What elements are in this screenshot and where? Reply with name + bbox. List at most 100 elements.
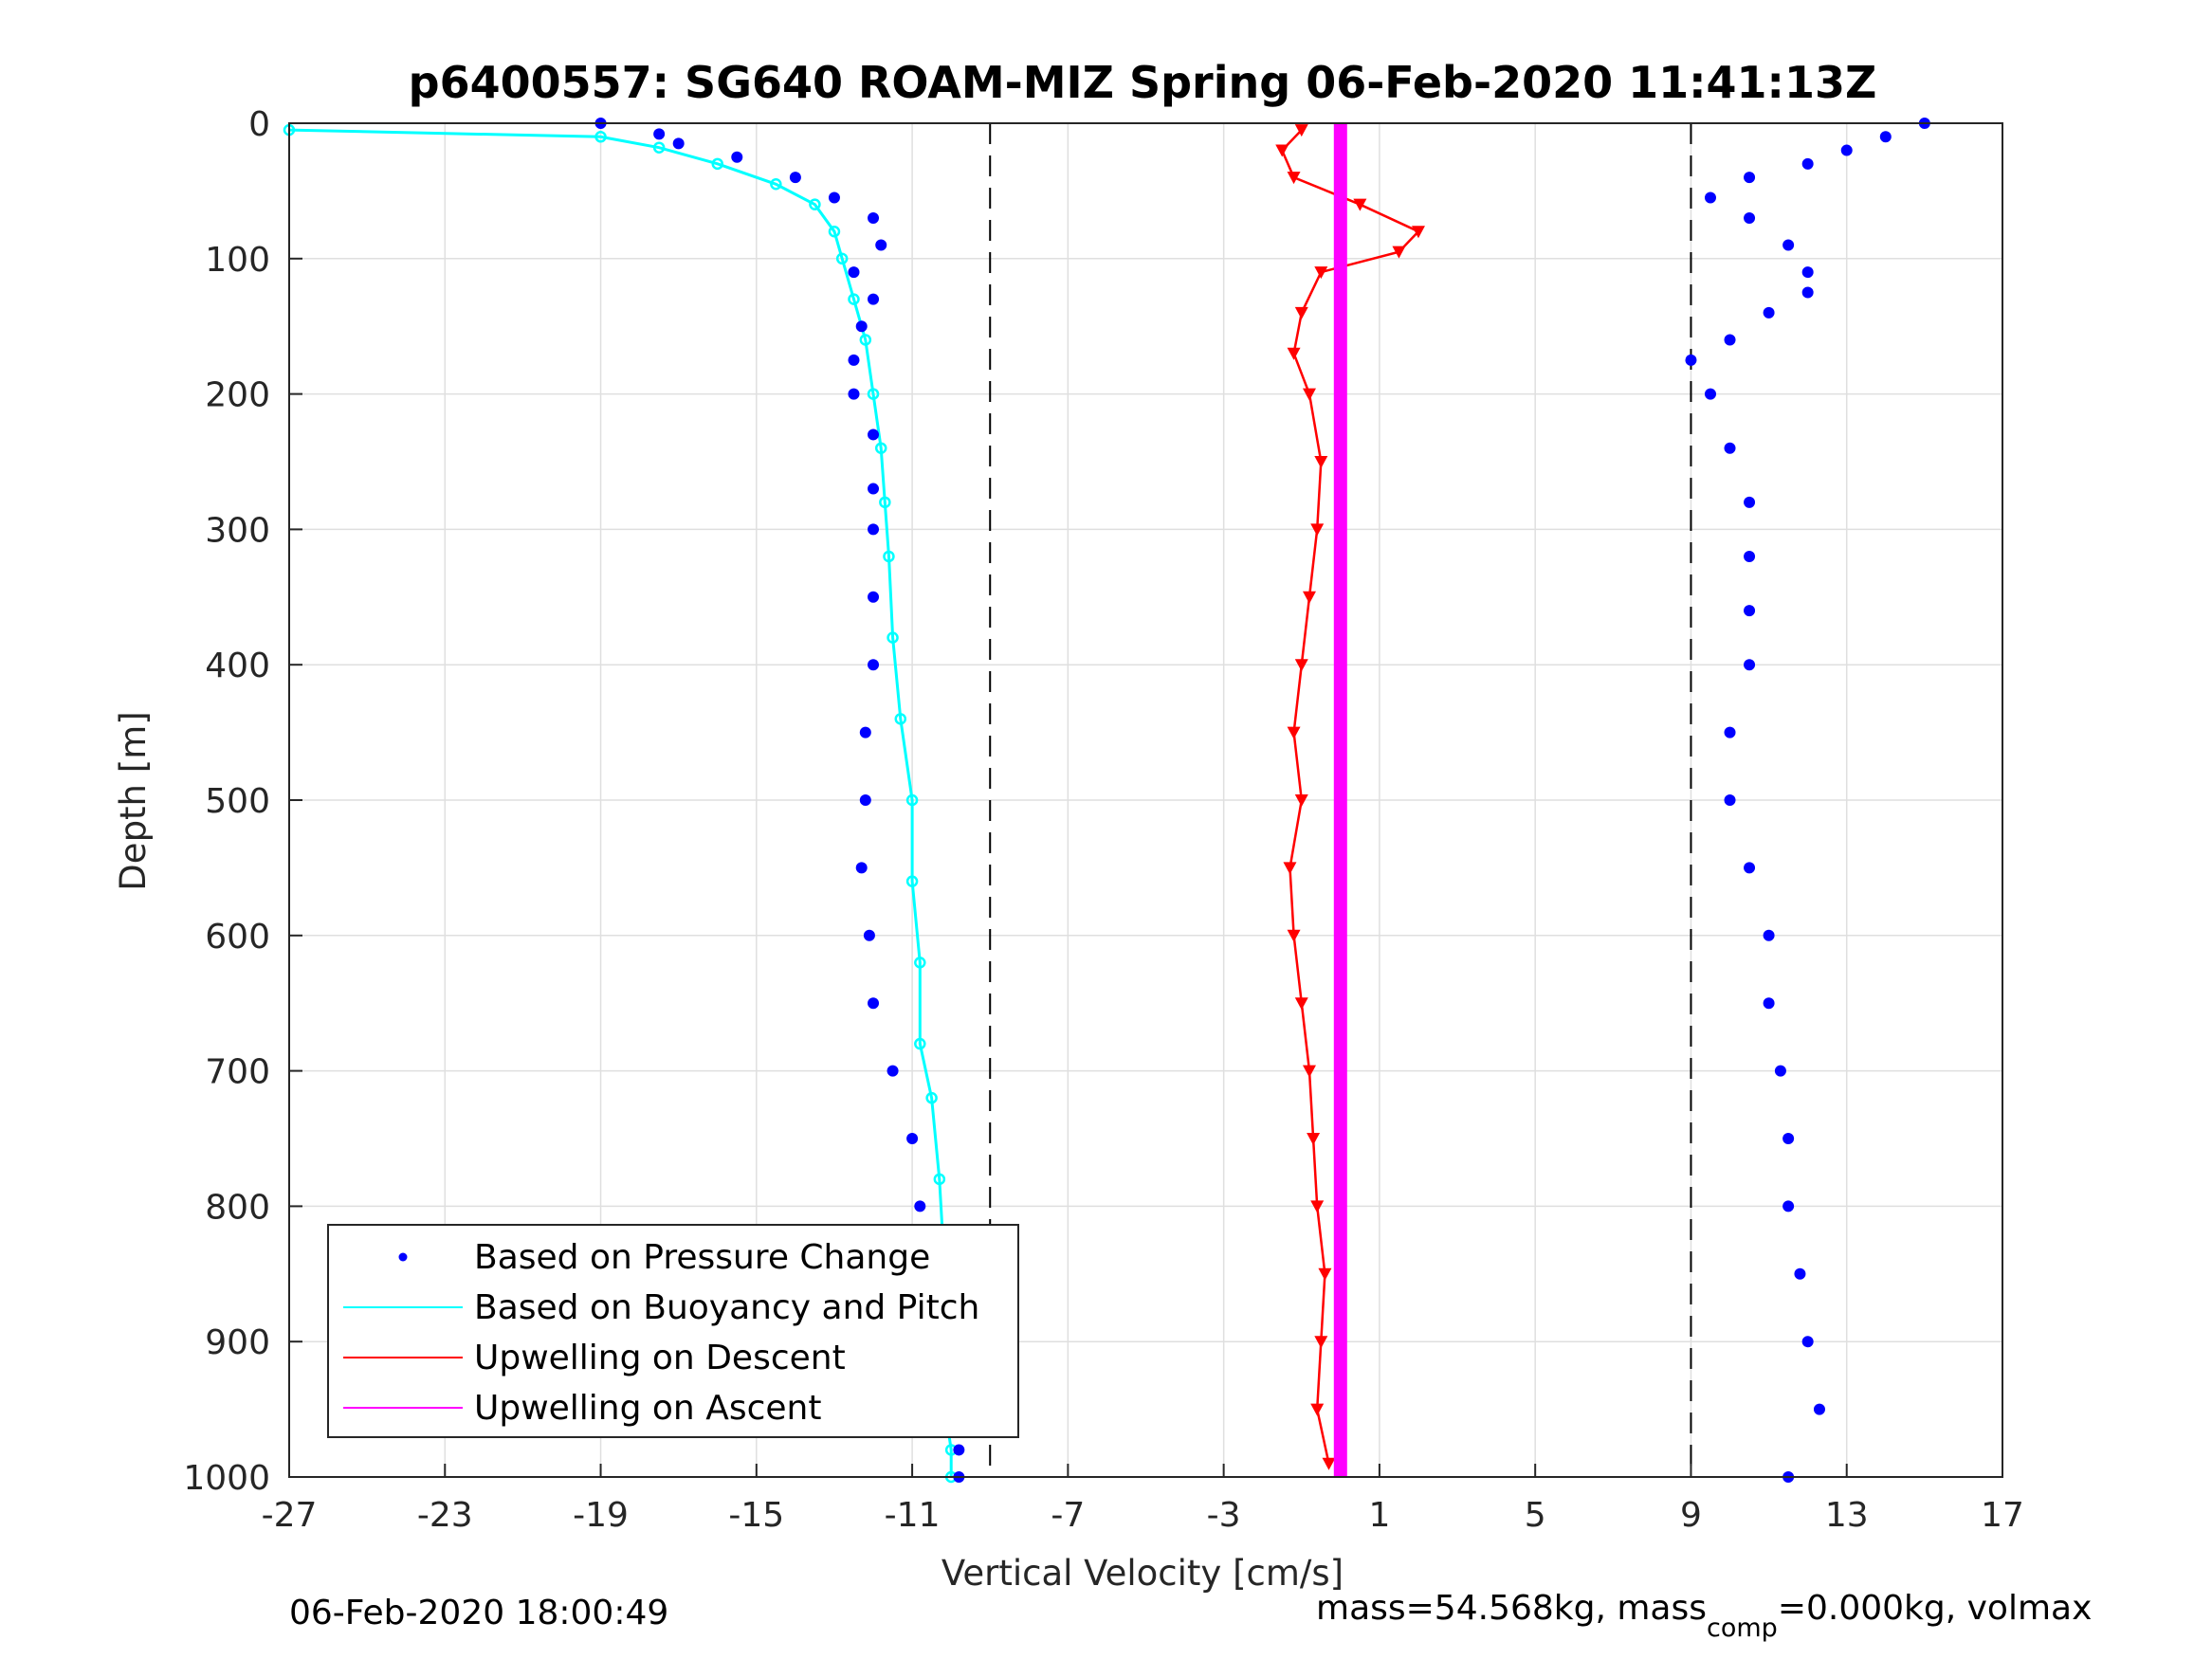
series-pressure-point — [1763, 929, 1775, 941]
series-buoyancy-point — [879, 496, 891, 509]
series-buoyancy-point — [835, 252, 849, 265]
series-pressure-point — [868, 997, 880, 1010]
series-buoyancy-point — [933, 1173, 946, 1186]
series-upwelling-descent-point — [1287, 929, 1301, 942]
series-upwelling-descent-point — [1302, 1065, 1316, 1078]
series-pressure-point — [731, 151, 743, 163]
y-axis-label: Depth [m] — [113, 711, 154, 890]
series-pressure-point — [1724, 794, 1736, 806]
series-buoyancy-point — [905, 793, 919, 807]
series-pressure-point — [1782, 239, 1795, 251]
legend-box — [327, 1224, 1019, 1438]
series-upwelling-descent-point — [1314, 1336, 1328, 1349]
series-upwelling-descent-point — [1353, 198, 1367, 211]
series-pressure-point — [1744, 550, 1756, 562]
series-upwelling-descent-point — [1411, 226, 1425, 239]
x-tick-label: -7 — [1051, 1496, 1085, 1535]
y-tick-label: 1000 — [183, 1459, 270, 1498]
legend-label: Based on Buoyancy and Pitch — [474, 1288, 979, 1327]
series-pressure-point — [1801, 1336, 1814, 1348]
series-pressure-point — [848, 354, 860, 366]
series-pressure-point — [1794, 1267, 1806, 1280]
series-upwelling-descent-point — [1294, 997, 1308, 1011]
series-pressure-point — [859, 726, 871, 738]
series-upwelling-descent-point — [1310, 523, 1325, 537]
series-pressure-point — [1840, 144, 1853, 156]
y-tick-label: 400 — [205, 647, 270, 685]
x-tick-label: 1 — [1368, 1496, 1390, 1535]
series-pressure-point — [1724, 334, 1736, 346]
series-upwelling-descent-point — [1294, 124, 1308, 137]
footer-mass-info: mass=54.568kg, masscomp=0.000kg, volmax — [1316, 1589, 2092, 1643]
legend-swatch — [398, 1252, 408, 1262]
series-buoyancy-point — [925, 1091, 938, 1104]
series-pressure-point — [859, 794, 871, 806]
series-upwelling-descent-point — [1310, 1200, 1325, 1213]
series-pressure-point — [1782, 1133, 1795, 1144]
series-buoyancy-point — [859, 334, 872, 346]
legend-label: Based on Pressure Change — [474, 1238, 930, 1277]
series-upwelling-descent-point — [1294, 794, 1308, 807]
y-tick-label: 0 — [248, 105, 270, 144]
series-pressure-point — [672, 137, 685, 150]
series-pressure-point — [868, 483, 880, 495]
series-pressure-point — [1879, 131, 1892, 143]
series-buoyancy-point — [848, 293, 860, 305]
series-pressure-point — [1763, 997, 1775, 1010]
y-tick-label: 800 — [205, 1188, 270, 1227]
series-pressure-point — [868, 591, 880, 603]
y-axis-ticks: 0 100 200 300 400 500 600 700 800 900 1000 — [183, 105, 302, 1498]
series-upwelling-descent-point — [1307, 1133, 1321, 1145]
series-buoyancy-point — [594, 131, 607, 143]
series-pressure-point — [1744, 496, 1756, 508]
series-upwelling-descent-point — [1287, 172, 1301, 185]
series-upwelling-descent-point — [1318, 1267, 1332, 1281]
series-pressure-point — [868, 428, 880, 441]
x-tick-label: 9 — [1680, 1496, 1702, 1535]
series-upwelling-descent-point — [1322, 1457, 1336, 1470]
x-tick-label: 13 — [1825, 1496, 1869, 1535]
series-pressure-point — [1744, 172, 1756, 184]
series-pressure-point — [848, 388, 860, 400]
x-tick-label: -27 — [262, 1496, 318, 1535]
y-tick-label: 700 — [205, 1053, 270, 1092]
series-pressure-point — [1685, 354, 1697, 366]
series-buoyancy-point — [770, 178, 782, 191]
chart-title: p6400557: SG640 ROAM-MIZ Spring 06-Feb-2… — [409, 57, 1877, 108]
series-pressure-point — [1744, 862, 1756, 874]
series-pressure-point — [1704, 191, 1716, 204]
y-tick-label: 300 — [205, 511, 270, 550]
series-buoyancy-point — [867, 388, 880, 400]
x-tick-label: -23 — [417, 1496, 473, 1535]
series-buoyancy-point — [883, 550, 895, 563]
series-pressure-point — [1801, 157, 1814, 170]
series-upwelling-descent-point — [1302, 591, 1316, 604]
series-pressure-point — [1744, 211, 1756, 224]
series-pressure-point — [855, 862, 868, 874]
x-tick-label: -3 — [1207, 1496, 1241, 1535]
series-upwelling-descent-point — [1287, 726, 1301, 739]
series-pressure-point — [828, 191, 840, 204]
series-pressure-point — [1801, 286, 1814, 299]
series-buoyancy-point — [914, 957, 926, 969]
series-buoyancy-point — [828, 225, 841, 238]
x-tick-label: -11 — [885, 1496, 941, 1535]
series-pressure-point — [887, 1065, 899, 1077]
series-upwelling-descent-point — [1314, 456, 1328, 468]
x-tick-label: -19 — [573, 1496, 629, 1535]
series-pressure-point — [1724, 442, 1736, 454]
x-tick-label: 17 — [1981, 1496, 2024, 1535]
series-buoyancy-point — [652, 141, 666, 154]
series-pressure-point — [855, 320, 868, 333]
series-pressure-point — [789, 172, 801, 184]
y-tick-label: 900 — [205, 1323, 270, 1362]
legend-label: Upwelling on Descent — [474, 1339, 846, 1377]
x-axis-ticks: -27 -23 -19 -15 -11 -7 -3 1 5 9 13 17 — [262, 1464, 2024, 1535]
x-tick-label: -15 — [728, 1496, 784, 1535]
y-tick-label: 200 — [205, 376, 270, 415]
series-upwelling-descent-point — [1310, 1403, 1325, 1416]
y-tick-label: 100 — [205, 241, 270, 280]
legend: Based on Pressure Change Based on Buoyanc… — [327, 1224, 1019, 1438]
series-upwelling-descent-point — [1294, 659, 1308, 672]
